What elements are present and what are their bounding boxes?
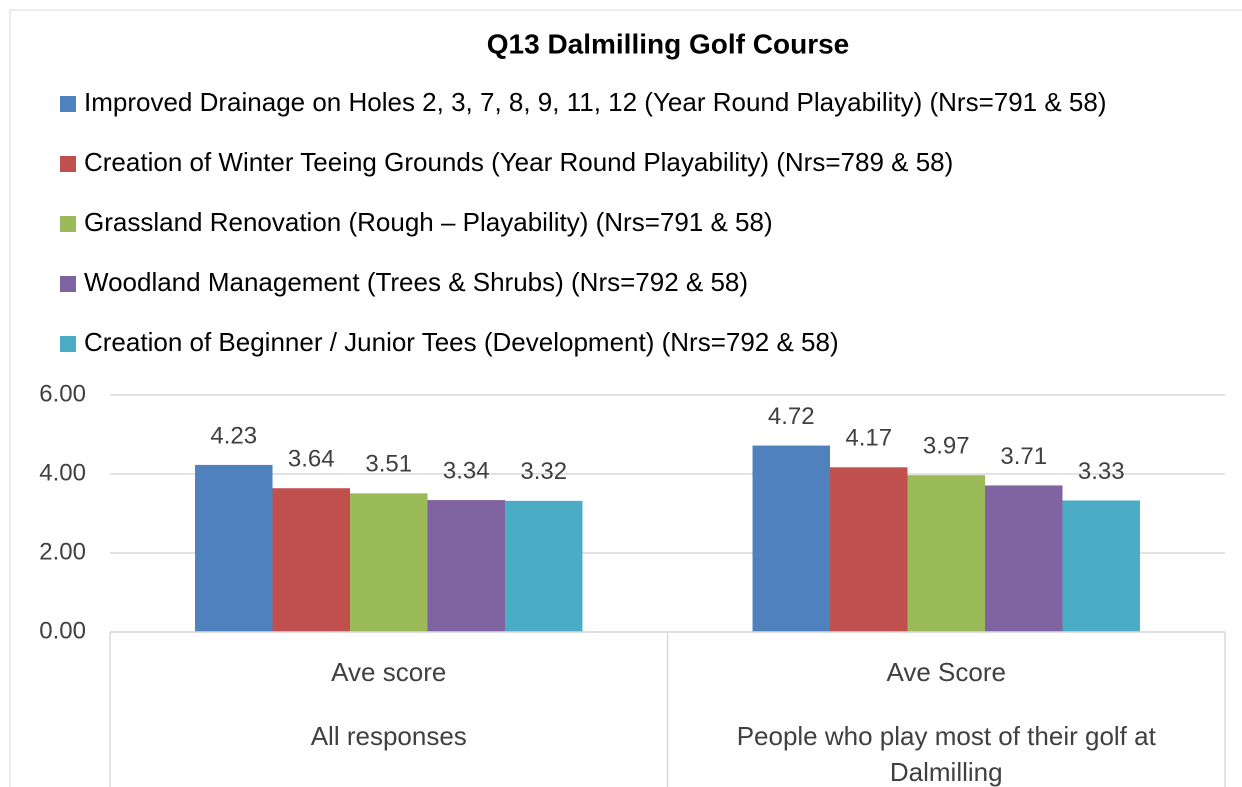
legend-swatch: [60, 96, 76, 112]
bar: [427, 500, 505, 632]
value-label: 3.71: [1000, 443, 1047, 470]
bar: [830, 467, 908, 632]
bar: [752, 445, 831, 632]
bar: [504, 500, 583, 632]
value-label: 3.32: [520, 458, 567, 485]
legend-swatch: [60, 216, 76, 232]
legend-swatch: [60, 336, 76, 352]
value-label: 3.33: [1078, 458, 1125, 485]
value-label: 4.23: [210, 422, 257, 449]
bar: [195, 464, 273, 632]
category-group-label: All responses: [310, 721, 467, 751]
legend-swatch: [60, 156, 76, 172]
value-label: 4.72: [768, 403, 815, 430]
legend-label: Improved Drainage on Holes 2, 3, 7, 8, 9…: [84, 87, 1107, 117]
value-label: 3.51: [365, 451, 412, 478]
legend-label: Creation of Winter Teeing Grounds (Year …: [84, 147, 953, 177]
x-tick-label: Ave score: [331, 657, 446, 687]
x-tick-label: Ave Score: [887, 657, 1006, 687]
value-label: 3.34: [443, 457, 490, 484]
legend-label: Woodland Management (Trees & Shrubs) (Nr…: [84, 267, 748, 297]
bar: [1062, 500, 1140, 632]
y-tick-label: 4.00: [39, 459, 86, 486]
y-tick-label: 0.00: [39, 617, 86, 644]
legend-label: Grassland Renovation (Rough – Playabilit…: [84, 207, 773, 237]
legend-label: Creation of Beginner / Junior Tees (Deve…: [84, 327, 839, 357]
y-tick-label: 6.00: [39, 380, 86, 407]
legend-swatch: [60, 276, 76, 292]
bar: [907, 475, 985, 632]
category-group-label: People who play most of their golf at Da…: [736, 721, 1156, 787]
value-label: 4.17: [845, 425, 892, 452]
value-label: 3.97: [923, 433, 970, 460]
bar: [272, 488, 351, 632]
value-label: 3.64: [288, 446, 335, 473]
bar: [984, 485, 1063, 632]
y-tick-label: 2.00: [39, 538, 86, 565]
chart-title: Q13 Dalmilling Golf Course: [487, 28, 850, 59]
bar: [350, 493, 428, 632]
